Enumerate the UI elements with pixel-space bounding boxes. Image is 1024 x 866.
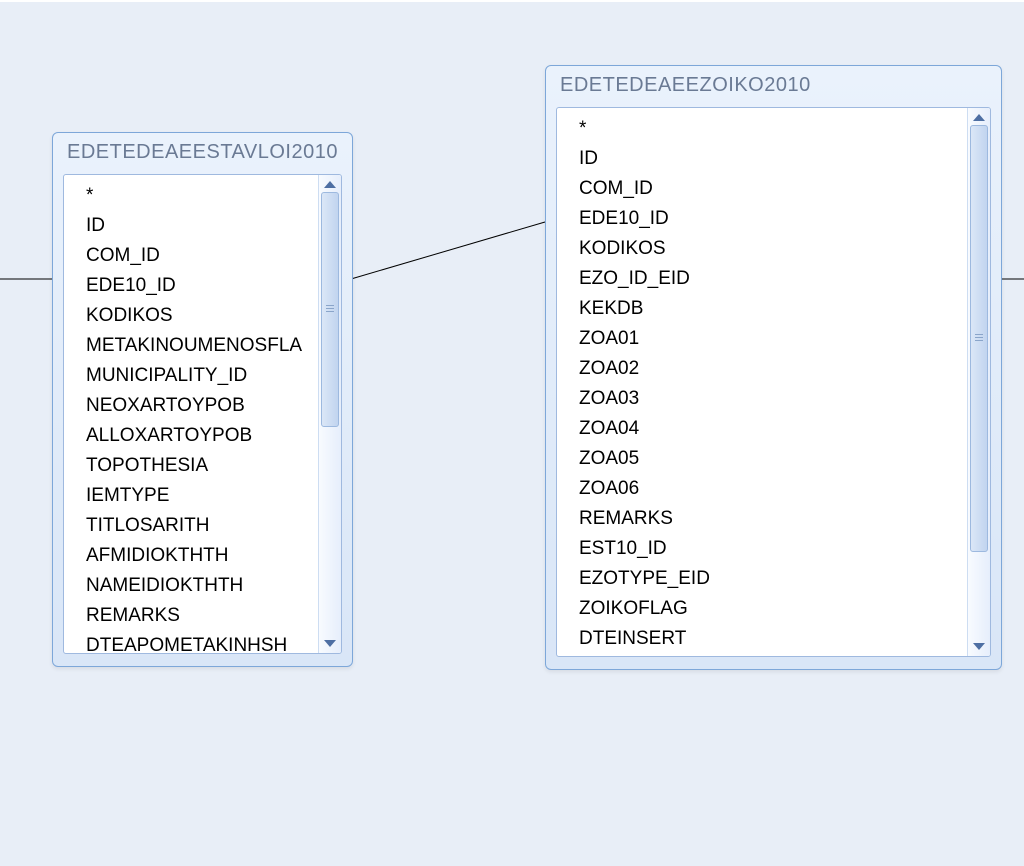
scrollbar-ezoiko[interactable] xyxy=(967,108,990,656)
table-window-stavloi[interactable]: EDETEDEAEESTAVLOI2010 *IDCOM_IDEDE10_IDK… xyxy=(52,132,353,667)
table-window-ezoiko[interactable]: EDETEDEAEEZOIKO2010 *IDCOM_IDEDE10_IDKOD… xyxy=(545,65,1002,670)
scroll-up-icon[interactable] xyxy=(973,114,985,121)
field-item[interactable]: * xyxy=(579,114,959,144)
scroll-down-icon[interactable] xyxy=(324,640,336,647)
field-item[interactable]: ZOIKOFLAG xyxy=(579,594,959,624)
field-item[interactable]: EZOTYPE_EID xyxy=(579,564,959,594)
field-item[interactable]: DTEAPOMETAKINHSH xyxy=(86,631,310,653)
field-item[interactable]: MUNICIPALITY_ID xyxy=(86,361,310,391)
field-panel-ezoiko: *IDCOM_IDEDE10_IDKODIKOSEZO_ID_EIDKEKDBZ… xyxy=(556,107,991,657)
scroll-track[interactable] xyxy=(319,192,341,640)
field-item[interactable]: DTEUPDATE xyxy=(579,654,959,656)
field-item[interactable]: ZOA04 xyxy=(579,414,959,444)
field-item[interactable]: METAKINOUMENOSFLA xyxy=(86,331,310,361)
field-item[interactable]: KODIKOS xyxy=(579,234,959,264)
relationship-edge xyxy=(351,222,545,279)
field-item[interactable]: ID xyxy=(86,211,310,241)
field-item[interactable]: ZOA03 xyxy=(579,384,959,414)
field-item[interactable]: ALLOXARTOYPOB xyxy=(86,421,310,451)
field-item[interactable]: COM_ID xyxy=(579,174,959,204)
diagram-canvas[interactable]: EDETEDEAEESTAVLOI2010 *IDCOM_IDEDE10_IDK… xyxy=(0,0,1024,866)
field-item[interactable]: DTEINSERT xyxy=(579,624,959,654)
field-item[interactable]: IEMTYPE xyxy=(86,481,310,511)
field-panel-stavloi: *IDCOM_IDEDE10_IDKODIKOSMETAKINOUMENOSFL… xyxy=(63,174,342,654)
field-item[interactable]: ZOA02 xyxy=(579,354,959,384)
field-item[interactable]: NEOXARTOYPOB xyxy=(86,391,310,421)
field-item[interactable]: EZO_ID_EID xyxy=(579,264,959,294)
field-item[interactable]: TOPOTHESIA xyxy=(86,451,310,481)
field-item[interactable]: ZOA01 xyxy=(579,324,959,354)
table-title-ezoiko[interactable]: EDETEDEAEEZOIKO2010 xyxy=(546,66,1001,107)
scroll-track[interactable] xyxy=(968,125,990,643)
field-item[interactable]: ZOA05 xyxy=(579,444,959,474)
scroll-thumb[interactable] xyxy=(970,125,988,552)
field-item[interactable]: EST10_ID xyxy=(579,534,959,564)
scroll-grip-icon xyxy=(326,305,334,313)
field-list-stavloi[interactable]: *IDCOM_IDEDE10_IDKODIKOSMETAKINOUMENOSFL… xyxy=(64,175,318,653)
table-title-stavloi[interactable]: EDETEDEAEESTAVLOI2010 xyxy=(53,133,352,174)
scroll-up-icon[interactable] xyxy=(324,181,336,188)
field-item[interactable]: KODIKOS xyxy=(86,301,310,331)
field-item[interactable]: ID xyxy=(579,144,959,174)
field-item[interactable]: EDE10_ID xyxy=(579,204,959,234)
scroll-thumb[interactable] xyxy=(321,192,339,427)
field-item[interactable]: REMARKS xyxy=(579,504,959,534)
scroll-down-icon[interactable] xyxy=(973,643,985,650)
scrollbar-stavloi[interactable] xyxy=(318,175,341,653)
field-item[interactable]: TITLOSARITH xyxy=(86,511,310,541)
field-item[interactable]: ZOA06 xyxy=(579,474,959,504)
field-item[interactable]: AFMIDIOKTHTH xyxy=(86,541,310,571)
field-item[interactable]: REMARKS xyxy=(86,601,310,631)
field-item[interactable]: KEKDB xyxy=(579,294,959,324)
field-item[interactable]: NAMEIDIOKTHTH xyxy=(86,571,310,601)
field-item[interactable]: EDE10_ID xyxy=(86,271,310,301)
scroll-grip-icon xyxy=(975,334,983,342)
field-item[interactable]: COM_ID xyxy=(86,241,310,271)
field-list-ezoiko[interactable]: *IDCOM_IDEDE10_IDKODIKOSEZO_ID_EIDKEKDBZ… xyxy=(557,108,967,656)
field-item[interactable]: * xyxy=(86,181,310,211)
